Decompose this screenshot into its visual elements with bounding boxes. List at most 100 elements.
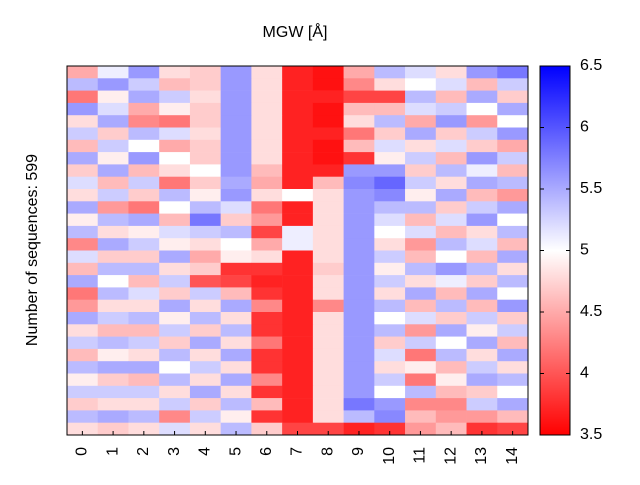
- heatmap-cell: [312, 373, 344, 387]
- heatmap-cell: [220, 176, 252, 190]
- heatmap-cell: [128, 90, 160, 104]
- heatmap-cell: [435, 164, 467, 177]
- heatmap-cell: [374, 66, 406, 79]
- heatmap-cell: [282, 176, 314, 190]
- x-tick-label: 12: [442, 447, 459, 465]
- heatmap-cell: [497, 115, 529, 128]
- heatmap-cell: [251, 275, 283, 288]
- heatmap-cell: [282, 250, 314, 264]
- heatmap-cell: [466, 312, 498, 325]
- heatmap-cell: [220, 312, 252, 325]
- heatmap-cell: [405, 422, 437, 436]
- heatmap-cell: [435, 127, 467, 141]
- heatmap-cell: [435, 90, 467, 104]
- x-tick-label: 2: [135, 447, 152, 456]
- heatmap-cell: [220, 422, 252, 436]
- heatmap-cell: [374, 348, 406, 362]
- heatmap-cell: [312, 312, 344, 325]
- heatmap-cell: [282, 385, 314, 399]
- heatmap-cell: [251, 422, 283, 436]
- heatmap-cell: [220, 115, 252, 128]
- heatmap-cell: [466, 139, 498, 153]
- heatmap-cell: [67, 238, 99, 251]
- heatmap-cell: [189, 164, 221, 177]
- heatmap-cell: [97, 102, 129, 116]
- heatmap-cell: [435, 115, 467, 128]
- heatmap-cell: [220, 201, 252, 214]
- heatmap-cell: [312, 410, 344, 423]
- heatmap-cell: [497, 385, 529, 399]
- colorbar-tick-label: 5.5: [580, 180, 602, 197]
- heatmap-cell: [282, 115, 314, 128]
- heatmap-cell: [97, 90, 129, 104]
- colorbar-tick-label: 5: [580, 242, 589, 259]
- heatmap-cell: [405, 164, 437, 177]
- heatmap-cell: [67, 225, 99, 239]
- heatmap-cell: [189, 361, 221, 374]
- heatmap-cell: [405, 410, 437, 423]
- heatmap-cell: [67, 139, 99, 153]
- heatmap-cell: [343, 189, 375, 202]
- heatmap-cell: [435, 66, 467, 79]
- heatmap-cell: [159, 361, 191, 374]
- heatmap-cell: [128, 422, 160, 436]
- heatmap-cell: [343, 115, 375, 128]
- heatmap-cell: [343, 312, 375, 325]
- heatmap-cell: [466, 66, 498, 79]
- heatmap-cell: [435, 336, 467, 350]
- heatmap-cell: [159, 275, 191, 288]
- heatmap-cell: [466, 152, 498, 165]
- heatmap-cell: [343, 422, 375, 436]
- heatmap-cell: [343, 102, 375, 116]
- heatmap-cell: [97, 189, 129, 202]
- heatmap-cell: [497, 225, 529, 239]
- heatmap-cell: [312, 78, 344, 91]
- heatmap-cell: [251, 361, 283, 374]
- heatmap-cell: [251, 115, 283, 128]
- heatmap-cell: [312, 238, 344, 251]
- heatmap-cell: [97, 422, 129, 436]
- heatmap-cell: [220, 262, 252, 276]
- heatmap-cell: [282, 127, 314, 141]
- heatmap-cell: [97, 225, 129, 239]
- heatmap-cell: [128, 176, 160, 190]
- heatmap-cell: [497, 398, 529, 411]
- heatmap-cell: [497, 90, 529, 104]
- heatmap-cell: [282, 102, 314, 116]
- heatmap-cell: [312, 336, 344, 350]
- heatmap-cell: [128, 238, 160, 251]
- heatmap-cell: [466, 422, 498, 436]
- heatmap-cell: [312, 275, 344, 288]
- heatmap-cell: [159, 398, 191, 411]
- heatmap-cell: [435, 78, 467, 91]
- colorbar-tick-label: 6.5: [580, 57, 602, 74]
- heatmap-cell: [128, 139, 160, 153]
- heatmap-cell: [67, 201, 99, 214]
- heatmap-cell: [128, 164, 160, 177]
- heatmap-cell: [374, 398, 406, 411]
- heatmap-cell: [97, 201, 129, 214]
- heatmap-cell: [128, 102, 160, 116]
- heatmap-cell: [128, 287, 160, 300]
- heatmap-cell: [128, 361, 160, 374]
- heatmap-cell: [67, 176, 99, 190]
- heatmap-cell: [67, 127, 99, 141]
- heatmap-cell: [374, 385, 406, 399]
- heatmap-cell: [497, 238, 529, 251]
- heatmap-cell: [343, 324, 375, 337]
- heatmap-cell: [405, 312, 437, 325]
- heatmap-cell: [343, 90, 375, 104]
- heatmap-cell: [312, 348, 344, 362]
- heatmap-cell: [67, 164, 99, 177]
- heatmap-cell: [374, 201, 406, 214]
- x-tick-label: 13: [473, 447, 490, 465]
- heatmap-cell: [159, 238, 191, 251]
- heatmap-cell: [282, 361, 314, 374]
- chart-title: MGW [Å]: [263, 22, 328, 41]
- heatmap-cell: [466, 213, 498, 227]
- heatmap-cell: [159, 410, 191, 423]
- heatmap-cell: [251, 324, 283, 337]
- heatmap-cell: [128, 66, 160, 79]
- heatmap-cell: [312, 225, 344, 239]
- heatmap-cell: [405, 176, 437, 190]
